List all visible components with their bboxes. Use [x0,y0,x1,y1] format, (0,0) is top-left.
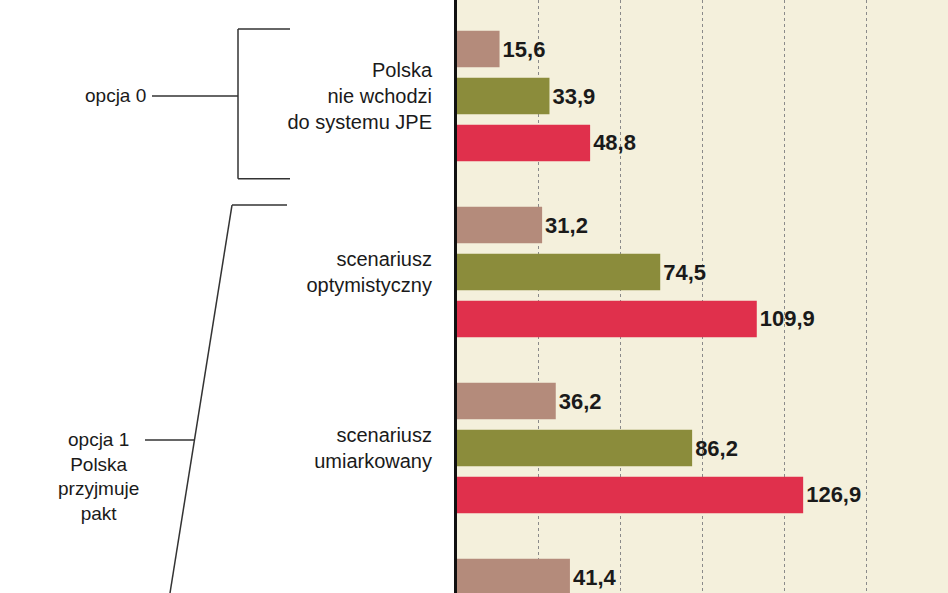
svg-text:36,2: 36,2 [559,389,602,414]
svg-text:86,2: 86,2 [695,436,738,461]
svg-text:126,9: 126,9 [806,482,861,507]
svg-text:Polskanie wchodzido systemu JP: Polskanie wchodzido systemu JPE [287,59,432,133]
svg-text:31,2: 31,2 [545,213,588,238]
svg-text:41,4: 41,4 [573,565,617,590]
svg-text:opcja 1Polskaprzyjmujepakt: opcja 1Polskaprzyjmujepakt [58,429,139,524]
svg-text:opcja 0: opcja 0 [85,85,146,106]
svg-text:109,9: 109,9 [760,306,815,331]
svg-text:scenariuszoptymistyczny: scenariuszoptymistyczny [306,248,432,296]
svg-text:74,5: 74,5 [663,260,706,285]
svg-text:15,6: 15,6 [503,37,546,62]
svg-text:48,8: 48,8 [593,130,636,155]
svg-text:scenariuszumiarkowany: scenariuszumiarkowany [314,424,432,472]
svg-text:33,9: 33,9 [552,84,595,109]
